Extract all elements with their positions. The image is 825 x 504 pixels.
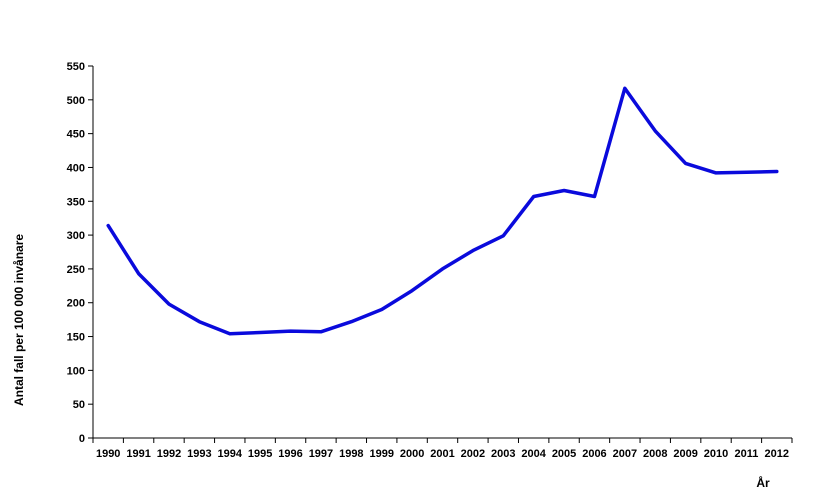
y-tick-label: 150 — [67, 332, 85, 344]
data-point — [654, 130, 657, 132]
x-tick-label: 1995 — [248, 448, 272, 460]
x-tick-label: 2001 — [430, 448, 454, 460]
x-axis-title: År — [756, 475, 770, 490]
data-point — [776, 170, 778, 173]
x-tick-label: 2008 — [643, 448, 667, 460]
y-tick-label: 0 — [79, 433, 85, 445]
x-axis: 1990 1991 1992 1993 1994 1995 1996 1997 1998 1999… — [92, 437, 793, 460]
y-tick-label: 500 — [67, 95, 85, 107]
x-tick-label: 2010 — [704, 448, 728, 460]
y-tick-label: 300 — [67, 230, 85, 242]
x-tick-label: 2012 — [765, 448, 789, 460]
data-point — [259, 331, 261, 334]
data-point — [380, 308, 383, 311]
series-line — [106, 86, 779, 336]
data-point — [532, 195, 535, 198]
data-point — [137, 272, 140, 275]
x-tick-label: 2011 — [734, 448, 758, 460]
data-point — [411, 289, 413, 292]
series-group — [106, 86, 779, 336]
x-tick-label: 1997 — [309, 448, 333, 460]
x-tick-label: 1991 — [126, 448, 150, 460]
data-point — [563, 189, 565, 192]
data-point — [745, 171, 748, 173]
y-tick-label: 550 — [67, 61, 85, 73]
x-tick-label: 1992 — [157, 448, 181, 460]
data-point — [502, 234, 505, 237]
y-tick-label: 100 — [67, 365, 85, 377]
y-tick-label: 250 — [67, 264, 85, 276]
data-point — [320, 331, 322, 333]
data-point — [168, 303, 170, 305]
x-tick-label: 1996 — [278, 448, 302, 460]
data-point — [107, 224, 109, 227]
x-tick-label: 1999 — [369, 448, 393, 460]
data-point — [624, 87, 626, 90]
data-point — [593, 195, 596, 198]
x-tick-label: 2005 — [552, 448, 576, 460]
data-point — [715, 172, 717, 174]
data-point — [228, 333, 231, 335]
data-point — [198, 320, 201, 323]
data-point — [350, 320, 353, 323]
x-tick-label: 2004 — [521, 448, 546, 460]
x-tick-label: 2007 — [613, 448, 637, 460]
x-tick-label: 2003 — [491, 448, 515, 460]
x-tick-label: 2000 — [400, 448, 424, 460]
y-tick-label: 200 — [67, 298, 85, 310]
x-tick-label: 2002 — [461, 448, 485, 460]
x-tick-label: 2009 — [673, 448, 697, 460]
x-tick-label: 1994 — [218, 448, 243, 460]
y-axis-title: Antal fall per 100 000 invånare — [12, 234, 26, 406]
x-tick-label: 1993 — [187, 448, 211, 460]
y-tick-label: 450 — [67, 129, 85, 141]
y-tick-label: 50 — [73, 399, 85, 411]
x-tick-label: 2006 — [582, 448, 606, 460]
data-point — [289, 330, 292, 332]
y-tick-label: 400 — [67, 162, 85, 174]
x-tick-label: 1998 — [339, 448, 363, 460]
data-point — [684, 162, 687, 165]
x-tick-label: 1990 — [96, 448, 120, 460]
data-point — [441, 268, 444, 270]
data-point — [472, 249, 474, 252]
y-axis: 0 50 100 150 200 250 300 350 400 450 500 550 — [67, 61, 94, 445]
y-tick-label: 350 — [67, 196, 85, 208]
